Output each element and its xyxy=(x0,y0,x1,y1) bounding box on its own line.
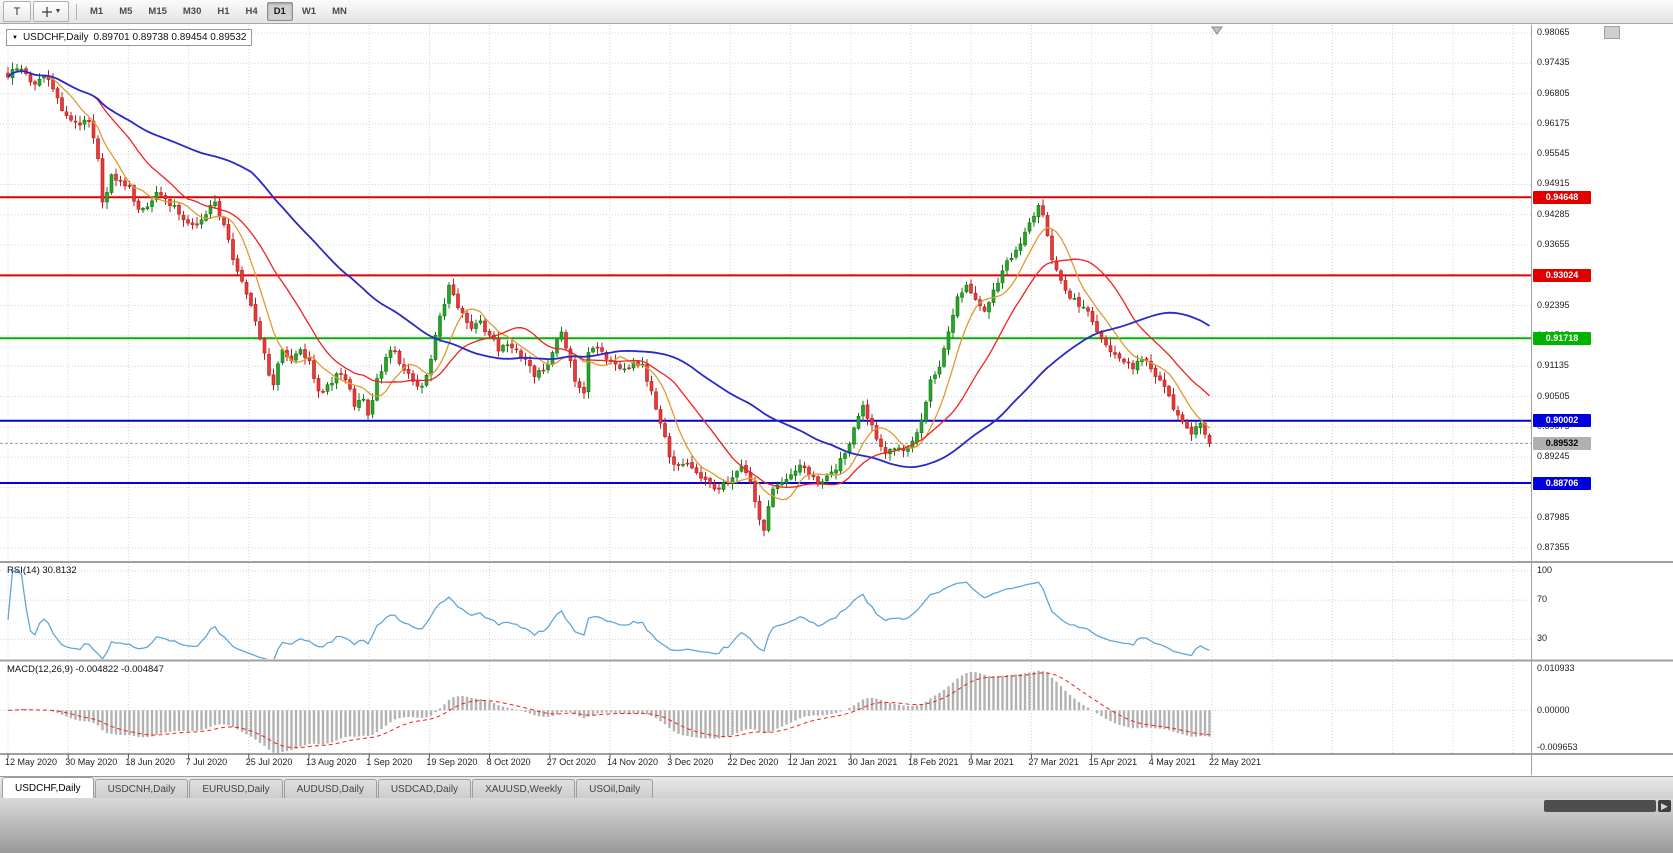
macd-histogram xyxy=(11,670,1211,753)
chart-ohlc-values: 0.89701 0.89738 0.89454 0.89532 xyxy=(93,32,247,43)
timeframe-button-w1[interactable]: W1 xyxy=(301,6,317,17)
rsi-line xyxy=(7,570,1210,659)
macd-indicator-label: MACD(12,26,9) -0.004822 -0.004847 xyxy=(7,664,164,675)
timeframe-button-m30[interactable]: M30 xyxy=(182,6,202,17)
timeframe-buttons: M1 M5 M15 M30 H1 H4 D1 W1 MN xyxy=(82,2,355,21)
main-chart-layer xyxy=(0,25,1531,561)
chevron-down-icon: ▼ xyxy=(54,8,62,15)
chart-shift-marker-icon xyxy=(1211,26,1223,35)
chart-template-button[interactable]: T xyxy=(3,1,31,22)
timeframe-button-h1[interactable]: H1 xyxy=(217,6,230,17)
ma-55-line xyxy=(7,70,1210,469)
toolbar-separator xyxy=(76,3,77,20)
chart-tab-audusd[interactable]: AUDUSD,Daily xyxy=(283,779,377,798)
window-footer: ▶ xyxy=(0,798,1673,853)
rsi-layer xyxy=(0,563,1531,659)
chart-tab-usdcnh[interactable]: USDCNH,Daily xyxy=(94,779,189,798)
rsi-panel[interactable] xyxy=(0,563,1531,659)
chart-tab-xauusd[interactable]: XAUUSD,Weekly xyxy=(472,779,576,798)
rsi-indicator-label: RSI(14) 30.8132 xyxy=(7,565,77,576)
timeframe-button-m1[interactable]: M1 xyxy=(90,6,104,17)
chart-tab-eurusd[interactable]: EURUSD,Daily xyxy=(189,779,283,798)
cursor-tool-button[interactable]: ▼ xyxy=(33,1,69,22)
scale-button[interactable] xyxy=(1604,26,1620,39)
chart-menu-arrow-icon: ▼ xyxy=(12,34,18,41)
scroll-right-arrow[interactable]: ▶ xyxy=(1658,800,1671,812)
macd-signal-line xyxy=(7,672,1210,749)
price-scale[interactable] xyxy=(1532,25,1673,775)
chart-tab-usoil[interactable]: USOil,Daily xyxy=(576,779,654,798)
ma-8-line xyxy=(7,70,1210,501)
chart-title-box: ▼ USDCHF,Daily 0.89701 0.89738 0.89454 0… xyxy=(6,29,253,46)
timeframe-button-mn[interactable]: MN xyxy=(332,6,347,17)
candles xyxy=(6,62,1212,537)
horizontal-scrollbar-thumb[interactable] xyxy=(1544,800,1656,812)
chart-tab-usdchf[interactable]: USDCHF,Daily xyxy=(2,777,94,798)
chart-tab-usdcad[interactable]: USDCAD,Daily xyxy=(377,779,472,798)
timeframe-button-m15[interactable]: M15 xyxy=(148,6,167,17)
toolbar: T ▼ M1 M5 M15 M30 H1 H4 D1 W1 MN xyxy=(0,0,1673,24)
timeframe-button-d1[interactable]: D1 xyxy=(266,2,293,21)
chart-plot-area[interactable] xyxy=(0,25,1531,561)
timeframe-button-h4[interactable]: H4 xyxy=(245,6,258,17)
chart-tab-bar: USDCHF,Daily USDCNH,Daily EURUSD,Daily AUDU… xyxy=(0,776,1673,798)
crosshair-icon xyxy=(41,6,52,17)
macd-layer xyxy=(0,662,1531,753)
macd-panel[interactable] xyxy=(0,662,1531,753)
ma-20-line xyxy=(7,70,1210,489)
timeframe-button-m5[interactable]: M5 xyxy=(119,6,133,17)
chart-symbol-period: USDCHF,Daily xyxy=(22,32,89,43)
chart-tabs: USDCHF,Daily USDCNH,Daily EURUSD,Daily AUDU… xyxy=(2,777,654,798)
time-scale[interactable] xyxy=(0,754,1531,775)
